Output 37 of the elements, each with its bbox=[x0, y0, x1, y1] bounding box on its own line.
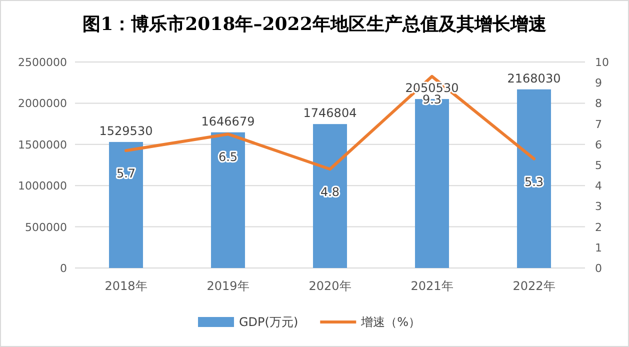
y-tick-label: 0 bbox=[60, 262, 67, 275]
data-label: 2168030 bbox=[507, 71, 561, 86]
y-tick-label: 2500000 bbox=[18, 56, 67, 69]
y2-tick-label: 6 bbox=[595, 138, 602, 152]
bar bbox=[517, 89, 551, 268]
data-label: 1746804 bbox=[303, 106, 357, 120]
y2-tick-label: 4 bbox=[595, 180, 602, 193]
data-label: 4.8 bbox=[320, 185, 340, 200]
legend-label: GDP(万元) bbox=[239, 315, 298, 329]
y-tick-label: 500000 bbox=[25, 220, 67, 234]
bar bbox=[313, 124, 347, 268]
y2-tick-label: 5 bbox=[595, 159, 602, 172]
y2-tick-label: 0 bbox=[595, 262, 602, 275]
chart-title: 图1：博乐市2018年–2022年地区生产总值及其增长增速 bbox=[82, 14, 546, 35]
y-tick-label: 1000000 bbox=[18, 180, 67, 193]
x-tick-label: 2020年 bbox=[308, 279, 352, 293]
data-label: 5.3 bbox=[524, 174, 544, 189]
x-tick-label: 2018年 bbox=[104, 279, 148, 293]
bar bbox=[211, 132, 245, 268]
x-tick-label: 2022年 bbox=[512, 279, 556, 293]
y2-tick-label: 2 bbox=[595, 220, 602, 234]
y2-tick-label: 1 bbox=[595, 241, 602, 254]
y2-tick-label: 7 bbox=[595, 118, 602, 131]
y2-tick-label: 8 bbox=[595, 97, 602, 110]
bar bbox=[109, 142, 143, 268]
y-tick-label: 2000000 bbox=[18, 97, 67, 110]
x-tick-label: 2019年 bbox=[206, 279, 250, 293]
y2-tick-label: 9 bbox=[595, 76, 602, 90]
data-label: 6.5 bbox=[218, 150, 238, 164]
y2-tick-label: 10 bbox=[595, 56, 609, 69]
data-label: 1646679 bbox=[201, 114, 255, 128]
legend-label: 增速（%） bbox=[360, 315, 421, 329]
y-tick-label: 1500000 bbox=[18, 138, 67, 152]
x-tick-label: 2021年 bbox=[410, 279, 454, 293]
data-label: 1529530 bbox=[99, 124, 153, 138]
y2-tick-label: 3 bbox=[595, 200, 602, 214]
data-label: 5.7 bbox=[116, 166, 136, 181]
